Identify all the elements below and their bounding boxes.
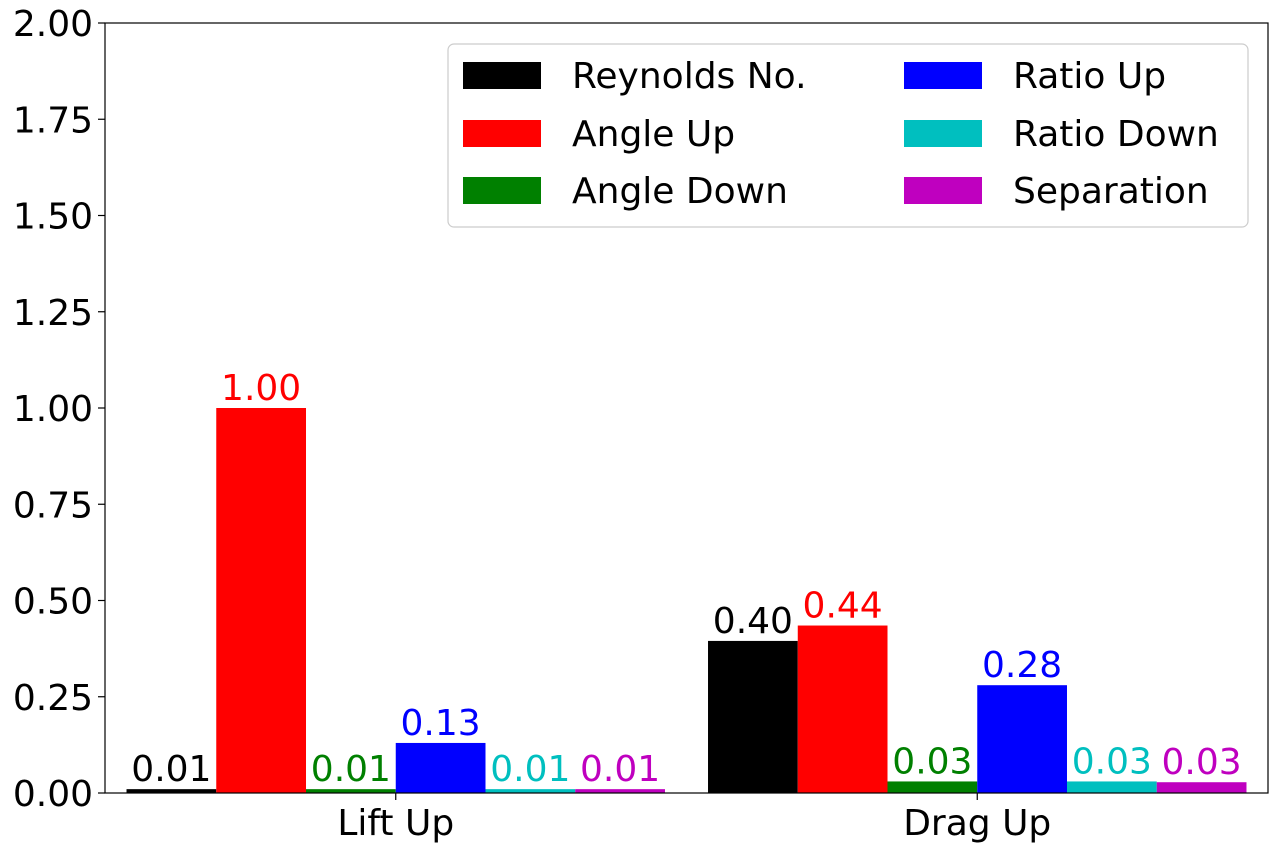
legend-swatch: [463, 177, 541, 204]
legend-label: Angle Up: [572, 114, 735, 155]
bar-value-label: 0.01: [131, 749, 211, 790]
bars-layer: [126, 408, 1247, 793]
bar-2-2: [797, 625, 888, 793]
legend-swatch: [904, 62, 982, 89]
bar-2-1: [216, 408, 307, 793]
y-tick-label: 1.00: [13, 389, 93, 430]
bar-value-label: 0.01: [490, 749, 570, 790]
bar-6-1: [575, 789, 665, 793]
bar-1-1: [126, 789, 217, 793]
legend-label: Reynolds No.: [572, 56, 807, 97]
y-tick-label: 1.75: [13, 100, 93, 141]
bar-value-label: 0.28: [982, 645, 1062, 686]
bar-4-1: [395, 742, 486, 793]
legend-swatch: [904, 177, 982, 204]
bar-4-2: [977, 685, 1067, 793]
bar-1-2: [708, 640, 798, 793]
bar-value-label: 0.13: [401, 703, 481, 744]
x-tick-label: Lift Up: [337, 803, 454, 844]
bar-value-label: 0.40: [713, 601, 793, 642]
legend-label: Ratio Down: [1013, 114, 1219, 155]
bar-5-2: [1066, 781, 1157, 793]
y-tick-label: 2.00: [13, 4, 93, 45]
legend-label: Separation: [1013, 171, 1209, 212]
bar-labels-layer: 0.011.000.010.130.01 0.010.40 0.440.030.28…: [131, 368, 1241, 790]
bar-3-2: [887, 781, 978, 793]
bar-3-1: [306, 789, 396, 793]
y-tick-label: 0.25: [13, 678, 93, 719]
bar-value-label: 0.44: [803, 586, 883, 627]
legend-label: Angle Down: [572, 171, 788, 212]
y-tick-label: 0.50: [13, 582, 93, 623]
bar-value-label: 0.03: [1072, 741, 1152, 782]
bar-value-label: 0.01: [580, 749, 660, 790]
legend-label: Ratio Up: [1013, 56, 1166, 97]
legend-swatch: [463, 62, 541, 89]
bar-value-label: 1.00: [221, 368, 301, 409]
y-tick-label: 0.75: [13, 485, 93, 526]
bar-value-label: 0.03: [892, 741, 972, 782]
bar-6-2: [1156, 782, 1247, 793]
legend-swatch: [904, 120, 982, 147]
y-axis: 0.00 0.25 0.50 0.75 1.00 1.25 1.50 1.75 2.00: [13, 4, 105, 815]
bar-value-label: 0.01: [311, 749, 391, 790]
bar-value-label: 0.03: [1162, 742, 1242, 783]
y-tick-label: 1.25: [13, 293, 93, 334]
x-axis: Lift Up Drag Up: [337, 793, 1051, 844]
bar-5-1: [485, 789, 576, 793]
legend-swatch: [463, 120, 541, 147]
legend: Reynolds No. Angle Up Angle Down Ratio Up Ra…: [447, 43, 1249, 228]
y-tick-label: 1.50: [13, 197, 93, 238]
x-tick-label: Drag Up: [903, 803, 1051, 844]
y-tick-label: 0.00: [13, 774, 93, 815]
legend-box: [447, 43, 1249, 228]
